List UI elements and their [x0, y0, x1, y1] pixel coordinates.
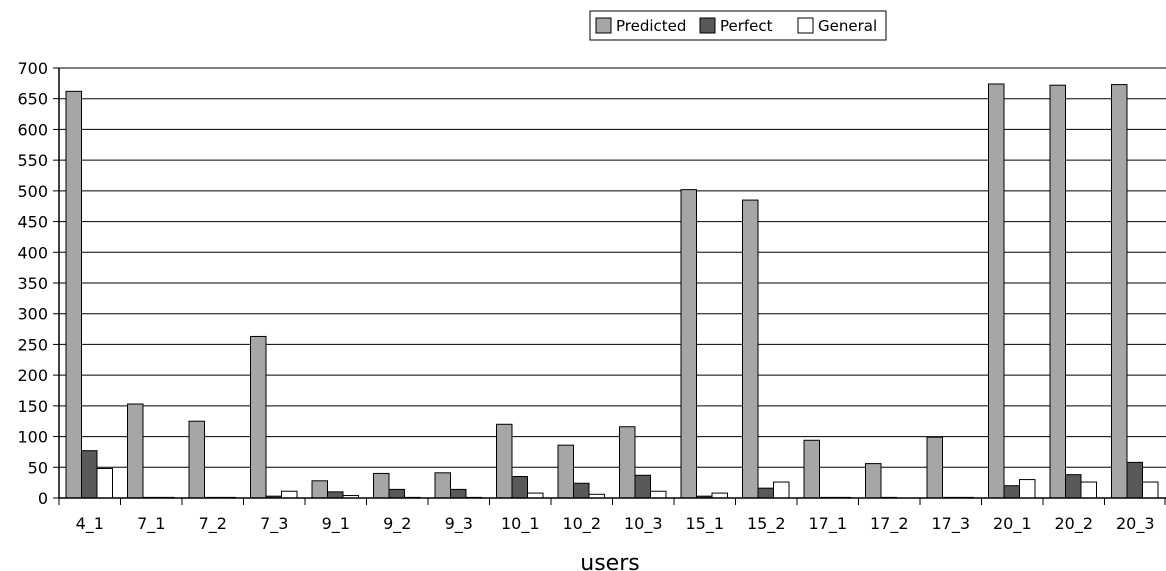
- bar-predicted-17_3: [926, 436, 943, 499]
- bar-perfect-9_1: [327, 491, 344, 499]
- bar-predicted-17_1: [803, 439, 820, 499]
- y-tick-label: 300: [17, 305, 48, 324]
- x-tick-label: 9_2: [383, 514, 411, 534]
- legend-label-general: General: [818, 17, 877, 35]
- x-tick-label: 20_2: [1054, 514, 1093, 534]
- bar-perfect-20_1: [1003, 485, 1020, 499]
- bar-predicted-17_2: [865, 463, 882, 499]
- bar-predicted-9_2: [373, 472, 390, 499]
- bar-perfect-15_2: [757, 487, 774, 499]
- bar-predicted-9_3: [434, 472, 451, 499]
- bar-general-4_1: [96, 468, 113, 499]
- y-tick-label: 150: [17, 397, 48, 416]
- bar-predicted-10_1: [496, 423, 513, 499]
- legend-label-perfect: Perfect: [720, 17, 773, 35]
- x-tick-label: 20_3: [1116, 514, 1155, 534]
- x-tick-label: 10_1: [501, 514, 540, 534]
- x-tick-label: 17_1: [808, 514, 847, 534]
- bar-perfect-10_1: [511, 476, 528, 499]
- y-tick-label: 550: [17, 151, 48, 170]
- bar-predicted-15_2: [742, 199, 759, 499]
- x-tick-label: 7_3: [260, 514, 288, 534]
- bar-perfect-20_3: [1126, 461, 1143, 499]
- bars: [65, 83, 1159, 499]
- x-tick-label: 15_2: [747, 514, 786, 534]
- x-tick-label: 7_2: [199, 514, 227, 534]
- bar-perfect-10_3: [634, 474, 651, 499]
- x-tick-label: 15_1: [685, 514, 724, 534]
- legend-box: [589, 10, 887, 41]
- y-tick-label: 600: [17, 120, 48, 139]
- y-tick-label: 50: [28, 458, 48, 477]
- bar-predicted-7_2: [188, 420, 205, 499]
- y-tick-label: 400: [17, 243, 48, 262]
- y-tick-label: 250: [17, 335, 48, 354]
- legend-label-predicted: Predicted: [616, 17, 686, 35]
- x-tick-label: 17_2: [870, 514, 909, 534]
- bar-perfect-9_2: [388, 488, 405, 499]
- bar-general-20_2: [1080, 481, 1097, 499]
- y-tick-label: 500: [17, 182, 48, 201]
- bar-general-7_3: [281, 490, 298, 499]
- bar-general-20_1: [1019, 479, 1036, 499]
- y-axis-ticks: 0 50 100 150 200 250 300 350 400 450 500 550 600 650 7…: [17, 59, 59, 508]
- y-tick-label: 100: [17, 428, 48, 447]
- bar-general-10_3: [650, 490, 667, 499]
- legend-swatch-predicted: [595, 17, 612, 34]
- legend-swatch-perfect: [699, 17, 716, 34]
- bar-predicted-15_1: [680, 189, 697, 499]
- bar-predicted-20_3: [1111, 84, 1128, 499]
- bar-predicted-20_1: [988, 83, 1005, 499]
- x-tick-label: 4_1: [76, 514, 104, 534]
- legend-swatch-general: [797, 17, 814, 34]
- bar-perfect-4_1: [81, 450, 98, 499]
- bar-perfect-9_3: [450, 488, 467, 499]
- bar-general-15_2: [773, 481, 790, 499]
- bar-general-20_3: [1142, 481, 1159, 499]
- gridlines: [59, 67, 1166, 499]
- x-tick-label: 17_3: [931, 514, 970, 534]
- legend: Predicted Perfect General: [589, 10, 887, 41]
- bar-predicted-4_1: [65, 90, 82, 499]
- bar-perfect-10_2: [573, 482, 590, 499]
- x-tick-label: 10_3: [624, 514, 663, 534]
- bar-predicted-10_2: [557, 444, 574, 499]
- x-axis-title: users: [580, 551, 639, 571]
- x-tick-label: 10_2: [562, 514, 601, 534]
- bar-predicted-10_3: [619, 426, 636, 499]
- x-tick-label: 7_1: [137, 514, 165, 534]
- x-tick-label: 20_1: [993, 514, 1032, 534]
- x-tick-label: 9_3: [445, 514, 473, 534]
- bar-perfect-20_2: [1065, 474, 1082, 499]
- y-tick-label: 200: [17, 366, 48, 385]
- bar-predicted-20_2: [1049, 84, 1066, 499]
- bar-predicted-9_1: [311, 480, 328, 499]
- y-tick-label: 0: [38, 489, 48, 508]
- y-tick-label: 450: [17, 213, 48, 232]
- x-tick-label: 9_1: [322, 514, 350, 534]
- bar-predicted-7_1: [127, 403, 144, 499]
- y-tick-label: 650: [17, 90, 48, 109]
- bar-predicted-7_3: [250, 335, 267, 499]
- x-axis-ticks: 4_1 7_1 7_2 7_3 9_1 9_2 9_3 10_1 10_2 10_3 15_1 15_…: [58, 498, 1166, 534]
- y-tick-label: 350: [17, 274, 48, 293]
- y-tick-label: 700: [17, 59, 48, 78]
